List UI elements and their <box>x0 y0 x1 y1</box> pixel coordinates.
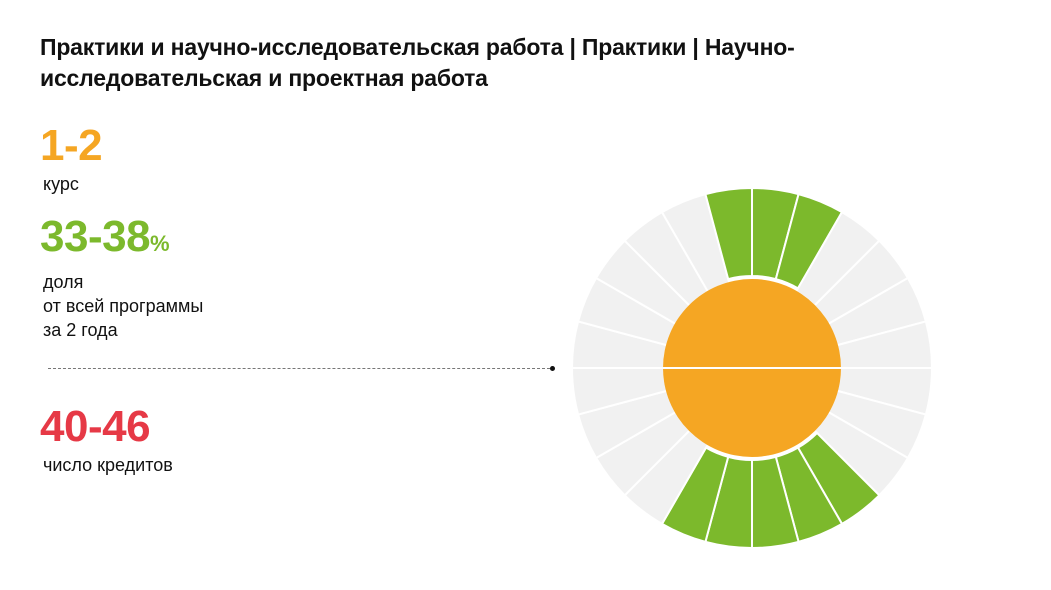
share-value-wrap: 33-38% <box>40 215 203 266</box>
share-caption-line-3: за 2 года <box>43 320 118 340</box>
credits-caption: число кредитов <box>43 455 173 475</box>
course-value: 1-2 <box>40 121 103 170</box>
share-unit: % <box>150 231 170 256</box>
wheel-segment-filled <box>704 186 753 281</box>
wheel-hub-upper-half <box>663 279 841 368</box>
stat-course: 1-2 курс <box>40 121 103 196</box>
share-caption-line-2: от всей программы <box>43 296 204 316</box>
wheel-hub-lower-half <box>663 368 841 457</box>
share-caption-line-1: доля <box>43 272 84 292</box>
stat-share: 33-38% доля от всей программы за 2 года <box>40 215 203 342</box>
stat-credits: 40-46 число кредитов <box>40 405 173 477</box>
page-title: Практики и научно-исследовательская рабо… <box>40 34 795 91</box>
connector-dot <box>550 366 555 371</box>
program-share-wheel <box>570 186 934 550</box>
dashed-connector-line <box>48 368 550 369</box>
share-caption: доля от всей программы за 2 года <box>43 270 203 342</box>
share-value: 33-38 <box>40 212 151 261</box>
credits-value: 40-46 <box>40 402 151 451</box>
course-caption: курс <box>43 174 79 194</box>
